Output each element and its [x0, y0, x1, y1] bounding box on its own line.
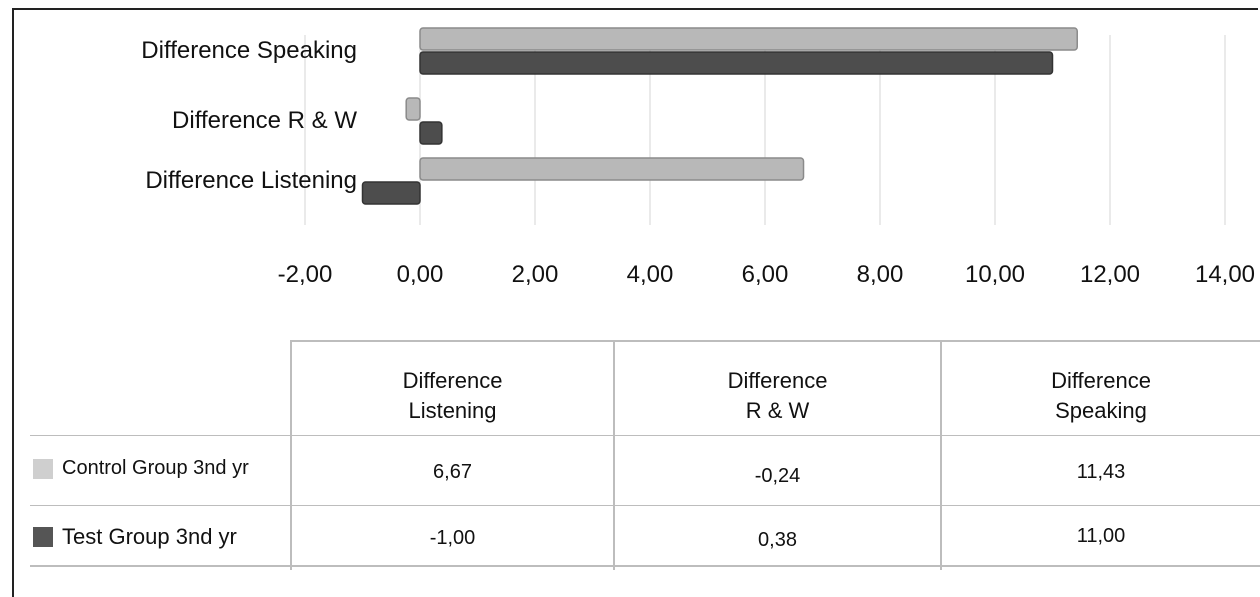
column-header-rw: Difference R & W [727, 368, 828, 423]
table-vrule-2 [613, 340, 615, 570]
category-label: Difference Listening [145, 167, 357, 194]
table-vrule-3 [940, 340, 942, 570]
table-top-rule [290, 340, 1260, 342]
bar-control-group [419, 27, 1078, 51]
table-row-test-label: Test Group 3nd yr [33, 524, 237, 550]
cell-control-listening: 6,67 [433, 461, 472, 483]
table-row-control-label: Control Group 3nd yr [33, 457, 249, 480]
x-tick-label: 10,00 [965, 261, 1025, 288]
bar-test-group [419, 121, 443, 145]
x-tick-label: 4,00 [627, 261, 674, 288]
table-rule-bottom [30, 565, 1260, 567]
category-label: Difference R & W [172, 107, 357, 134]
row-label-control: Control Group 3nd yr [62, 457, 249, 479]
legend-swatch-control [33, 458, 53, 479]
cell-control-rw: -0,24 [754, 465, 801, 487]
cell-test-rw: 0,38 [758, 529, 797, 551]
table-rule-head [30, 435, 1260, 436]
bar-test-group [419, 51, 1054, 75]
x-tick-label: 2,00 [512, 261, 559, 288]
x-tick-label: 8,00 [857, 261, 904, 288]
bar-chart: -2,00 0,00 2,00 4,00 6,00 8,00 10,00 12,00 14,00… [141, 27, 1255, 288]
cell-test-listening: -1,00 [429, 527, 476, 549]
bar-test-group [361, 181, 421, 205]
legend-swatch-test [33, 527, 53, 547]
x-tick-label: -2,00 [278, 261, 333, 288]
table-rule-mid [30, 505, 1260, 506]
bar-control-group [419, 157, 805, 181]
column-header-speaking: Difference Speaking [1051, 368, 1151, 423]
data-table: Difference Listening Difference R & W Di… [0, 340, 1260, 590]
cell-control-speaking: 11,43 [1076, 461, 1126, 483]
chart-frame [12, 8, 1258, 597]
category-label: Difference Speaking [141, 37, 357, 64]
table-vrule-1 [290, 340, 292, 570]
x-tick-label: 6,00 [742, 261, 789, 288]
bar-control-group [405, 97, 421, 121]
cell-test-speaking: 11,00 [1076, 525, 1126, 547]
column-header-listening: Difference Listening [402, 368, 503, 423]
x-tick-label: 0,00 [397, 261, 444, 288]
row-label-test: Test Group 3nd yr [62, 524, 237, 549]
x-tick-label: 12,00 [1080, 261, 1140, 288]
x-tick-label: 14,00 [1195, 261, 1255, 288]
